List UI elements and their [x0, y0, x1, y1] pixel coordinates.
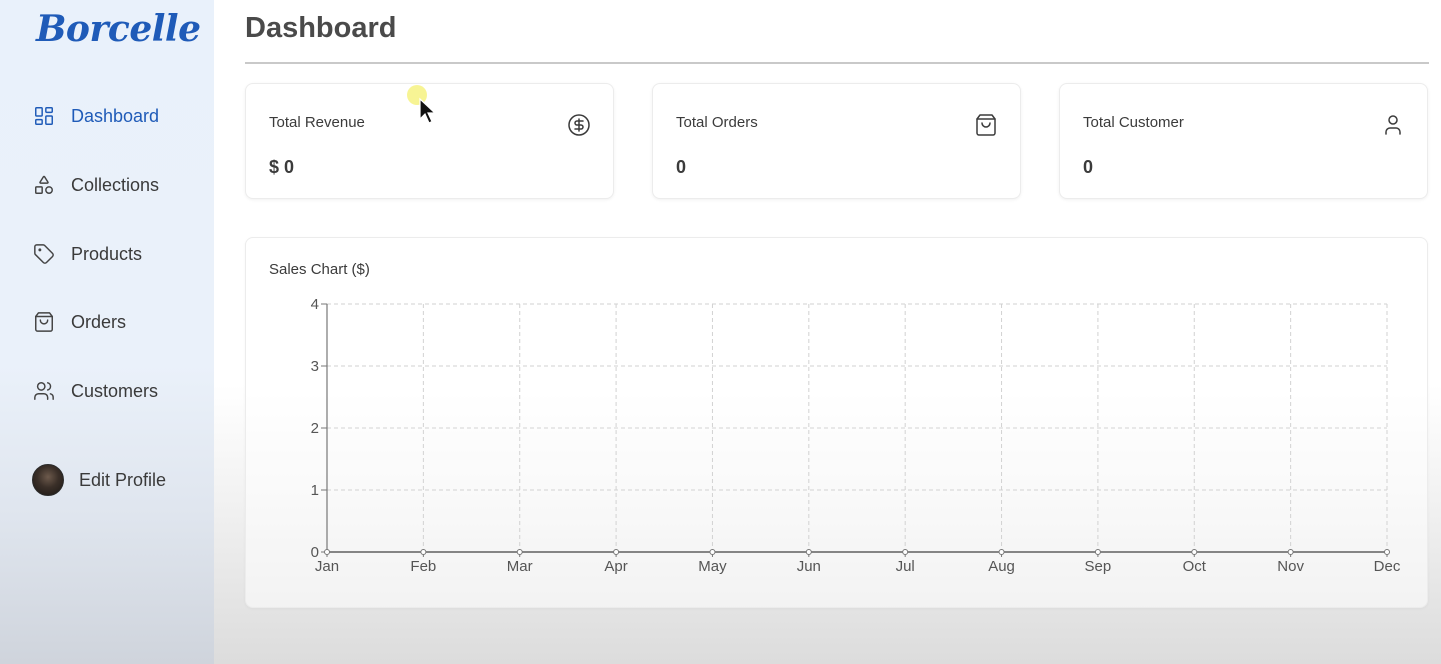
y-tick-label: 1: [311, 482, 319, 499]
chart-title: Sales Chart ($): [269, 261, 370, 278]
sidebar-item-label: Orders: [71, 311, 127, 332]
card-value: 0: [676, 157, 687, 177]
y-tick-label: 4: [311, 296, 319, 313]
users-icon: [32, 379, 56, 403]
sales-chart: 0 1 2 3 4 Jan Feb Mar Apr May Jun Jul Aug Sep Oct Nov De…: [311, 296, 1401, 575]
x-tick-label: Sep: [1085, 558, 1112, 575]
sidebar-item-customers[interactable]: Customers: [32, 375, 158, 407]
card-value: 0: [1083, 157, 1094, 177]
x-tick-label: Nov: [1277, 558, 1304, 575]
x-tick-label: Mar: [507, 558, 533, 575]
sidebar-item-label: Collections: [71, 174, 160, 195]
card-title: Total Revenue: [269, 114, 365, 131]
x-tick-label: Dec: [1374, 558, 1401, 575]
sidebar-item-label: Products: [71, 243, 143, 264]
x-tick-label: Feb: [410, 558, 436, 575]
edit-profile-label: Edit Profile: [79, 469, 167, 490]
title-divider: [245, 62, 1429, 64]
tag-icon: [32, 242, 56, 266]
dollar-circle-icon: [567, 113, 591, 137]
data-point: [998, 549, 1005, 555]
y-tick-label: 0: [311, 544, 319, 561]
data-point: [516, 549, 523, 555]
data-point: [324, 549, 330, 555]
sidebar-item-products[interactable]: Products: [32, 238, 142, 270]
shopping-bag-icon: [32, 310, 56, 334]
x-tick-label: Jun: [797, 558, 821, 575]
x-tick-label: May: [698, 558, 727, 575]
x-tick-label: Jul: [896, 558, 915, 575]
data-point: [1094, 549, 1101, 555]
sidebar-item-dashboard[interactable]: Dashboard: [32, 100, 159, 132]
y-tick-label: 3: [311, 358, 319, 375]
y-tick-label: 2: [311, 420, 319, 437]
page-title: Dashboard: [245, 12, 397, 44]
sidebar-item-orders[interactable]: Orders: [32, 306, 126, 338]
card-title: Total Customer: [1083, 114, 1184, 131]
sidebar-item-collections[interactable]: Collections: [32, 169, 159, 201]
sidebar-item-label: Customers: [71, 380, 159, 401]
user-icon: [1381, 113, 1405, 137]
data-point: [902, 549, 909, 555]
sales-chart-card: 0 1 2 3 4 Jan Feb Mar Apr May Jun Jul Aug Sep Oct Nov De…: [245, 237, 1428, 608]
brand-logo[interactable]: Borcelle: [36, 8, 201, 50]
x-tick-label: Apr: [604, 558, 627, 575]
total-customer-card: Total Customer 0: [1059, 83, 1428, 199]
layout-dashboard-icon: [32, 104, 56, 128]
data-point: [613, 549, 620, 555]
x-tick-label: Jan: [315, 558, 339, 575]
total-orders-card: Total Orders 0: [652, 83, 1021, 199]
data-point: [709, 549, 716, 555]
total-revenue-card: Total Revenue $ 0: [245, 83, 614, 199]
sidebar-item-label: Dashboard: [71, 105, 160, 126]
shapes-icon: [32, 173, 56, 197]
sidebar: Borcelle Dashboard Collections Products …: [0, 0, 214, 664]
card-value: $ 0: [269, 157, 295, 177]
data-point: [1384, 549, 1390, 555]
x-tick-label: Oct: [1183, 558, 1207, 575]
data-point: [1191, 549, 1198, 555]
data-point: [805, 549, 812, 555]
data-point: [1287, 549, 1294, 555]
edit-profile-link[interactable]: Edit Profile: [32, 464, 166, 496]
avatar[interactable]: [32, 464, 64, 496]
shopping-bag-icon: [974, 113, 998, 137]
card-title: Total Orders: [676, 114, 758, 131]
data-point: [420, 549, 427, 555]
x-tick-label: Aug: [988, 558, 1015, 575]
